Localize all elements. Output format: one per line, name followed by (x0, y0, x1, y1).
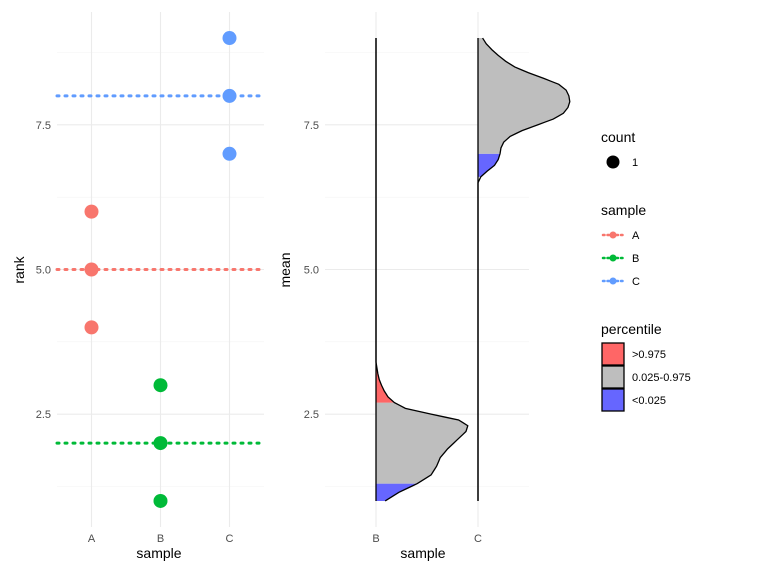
legend-sample-title: sample (601, 202, 646, 218)
point-C-7 (222, 146, 237, 161)
legend-percentile-label-0: >0.975 (632, 349, 666, 361)
legend-count-label: 1 (632, 157, 638, 169)
legend-sample-label-A: A (632, 230, 640, 242)
legend-sample-key-point-A (609, 231, 617, 239)
right-y-tick-label: 5.0 (304, 265, 319, 277)
legend-count: count 1 (601, 129, 638, 169)
right-y-tick-label: 2.5 (304, 409, 319, 421)
legend-percentile-title: percentile (601, 321, 662, 337)
violin-B-region->0.975 (376, 362, 395, 403)
point-B-2 (153, 436, 168, 451)
violin-C-region-<0.025 (478, 153, 501, 177)
right-x-axis-title: sample (400, 545, 445, 561)
left-panel: 2.5 5.0 7.5 A B C sample rank (11, 12, 266, 561)
left-y-axis-title: rank (11, 255, 27, 283)
left-panel-x-ticks: A B C (88, 533, 234, 545)
right-y-tick-label: 7.5 (304, 120, 319, 132)
legend-sample-key-point-C (609, 277, 617, 285)
right-x-tick-label: B (372, 533, 379, 545)
legend-percentile-key-0 (601, 342, 625, 366)
left-x-tick-label: C (226, 533, 234, 545)
legend-sample: sample ABC (601, 202, 646, 288)
right-panel-violins (375, 37, 571, 502)
legend-count-key (606, 155, 620, 169)
left-x-axis-title: sample (136, 545, 181, 561)
legend-percentile: percentile >0.975 0.025-0.975 <0.025 (601, 321, 691, 412)
point-C-9 (222, 31, 237, 46)
legend-percentile-key-2 (601, 388, 625, 412)
legend-percentile-label-1: 0.025-0.975 (632, 372, 691, 384)
violin-B-region-0.025-0.975 (376, 402, 468, 484)
legend-sample-label-C: C (632, 276, 640, 288)
legend-count-title: count (601, 129, 635, 145)
point-A-6 (84, 204, 99, 219)
left-x-tick-label: B (157, 533, 164, 545)
point-A-5 (84, 262, 99, 277)
legend-percentile-label-2: <0.025 (632, 395, 666, 407)
left-y-tick-label: 5.0 (36, 265, 51, 277)
point-B-3 (153, 378, 168, 393)
left-panel-y-ticks: 2.5 5.0 7.5 (36, 120, 51, 421)
violin-C-region-0.025-0.975 (478, 38, 570, 154)
point-B-1 (153, 493, 168, 508)
left-x-tick-label: A (88, 533, 96, 545)
right-y-axis-title: mean (277, 252, 293, 287)
right-panel-y-ticks: 2.5 5.0 7.5 (304, 120, 319, 421)
left-panel-points (84, 31, 237, 508)
legend: count 1 sample ABC percentile >0.975 0.02… (601, 129, 691, 412)
point-C-8 (222, 88, 237, 103)
left-y-tick-label: 7.5 (36, 120, 51, 132)
legend-sample-key-point-B (609, 254, 617, 262)
legend-sample-label-B: B (632, 253, 639, 265)
left-y-tick-label: 2.5 (36, 409, 51, 421)
right-x-tick-label: C (474, 533, 482, 545)
legend-percentile-key-1 (601, 365, 625, 389)
point-A-4 (84, 320, 99, 335)
